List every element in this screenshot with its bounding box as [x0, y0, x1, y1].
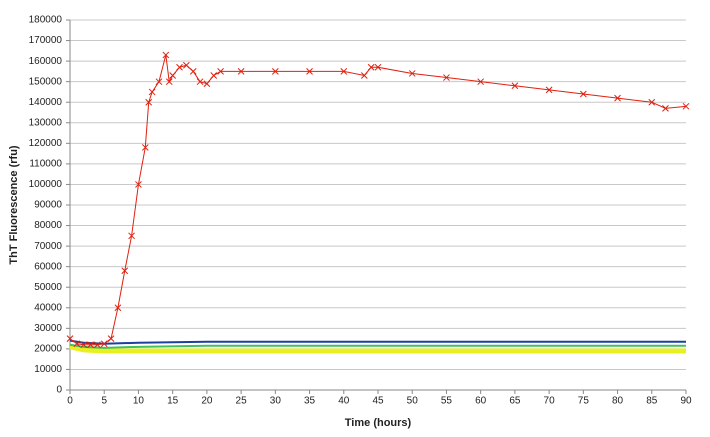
marker: [217, 68, 224, 75]
x-tick-label: 55: [441, 396, 453, 407]
marker: [80, 341, 88, 349]
x-tick-label: 20: [201, 396, 213, 407]
x-tick-label: 90: [680, 396, 692, 407]
x-tick-label: 40: [338, 396, 350, 407]
y-tick-label: 60000: [34, 261, 62, 272]
marker: [511, 82, 519, 90]
y-tick-label: 100000: [29, 179, 63, 190]
marker: [162, 51, 170, 59]
marker: [94, 341, 101, 349]
y-axis-title: ThT Fluorescence (rfu): [8, 145, 20, 265]
x-axis-title: Time (hours): [345, 417, 412, 429]
marker: [148, 88, 156, 96]
marker: [203, 80, 211, 88]
marker: [360, 72, 368, 79]
x-tick-label: 75: [578, 396, 590, 407]
y-tick-label: 150000: [29, 76, 63, 87]
marker: [648, 98, 656, 106]
marker: [210, 72, 218, 79]
marker: [183, 61, 190, 69]
y-tick-label: 140000: [29, 97, 63, 108]
series-line: [69, 344, 686, 354]
marker: [100, 340, 108, 348]
series-line: [69, 343, 686, 349]
x-tick-label: 45: [372, 396, 384, 407]
y-tick-label: 50000: [34, 282, 62, 293]
x-tick-label: 80: [612, 396, 624, 407]
y-tick-label: 0: [56, 385, 62, 396]
y-tick-label: 180000: [29, 15, 63, 26]
marker: [682, 102, 690, 110]
y-tick-label: 30000: [34, 323, 62, 334]
marker: [145, 98, 153, 106]
marker: [374, 63, 382, 71]
y-tick-label: 170000: [29, 35, 63, 46]
y-tick-label: 160000: [29, 56, 63, 67]
marker: [66, 335, 74, 342]
marker: [237, 68, 245, 75]
y-tick-label: 110000: [29, 159, 62, 170]
marker: [614, 94, 621, 102]
x-tick-label: 85: [646, 396, 658, 407]
x-tick-label: 50: [407, 396, 419, 407]
marker: [128, 232, 135, 240]
x-tick-label: 65: [509, 396, 521, 407]
x-tick-label: 30: [270, 396, 282, 407]
series-line: [69, 54, 687, 346]
marker: [271, 68, 279, 75]
marker: [121, 267, 129, 275]
marker: [443, 74, 450, 81]
marker: [176, 63, 183, 71]
marker: [169, 72, 177, 79]
y-tick-label: 80000: [34, 220, 62, 231]
y-tick-label: 90000: [34, 200, 62, 211]
y-tick-label: 70000: [34, 241, 62, 252]
x-tick-label: 35: [304, 396, 316, 407]
y-tick-label: 130000: [29, 117, 63, 128]
marker: [141, 144, 149, 151]
marker: [545, 86, 553, 94]
series-line: [69, 339, 686, 345]
x-tick-label: 5: [101, 396, 107, 407]
y-tick-label: 120000: [29, 138, 63, 149]
x-tick-label: 60: [475, 396, 487, 407]
marker: [662, 105, 669, 112]
marker: [87, 341, 94, 349]
marker: [367, 63, 375, 71]
x-tick-label: 0: [67, 396, 73, 407]
y-tick-label: 40000: [34, 302, 62, 313]
marker: [114, 304, 122, 312]
marker: [73, 340, 81, 348]
marker: [189, 68, 197, 75]
marker: [477, 78, 485, 86]
marker: [340, 68, 348, 75]
marker: [107, 335, 115, 342]
x-tick-label: 70: [544, 396, 556, 407]
y-tick-label: 10000: [34, 364, 62, 375]
marker: [196, 78, 204, 86]
marker: [306, 68, 313, 75]
marker: [165, 78, 173, 86]
marker: [579, 90, 587, 98]
x-tick-label: 10: [133, 396, 145, 407]
marker: [408, 70, 416, 77]
marker: [155, 78, 163, 86]
y-tick-label: 20000: [34, 344, 62, 355]
x-tick-label: 25: [236, 396, 248, 407]
marker: [135, 181, 142, 188]
x-tick-label: 15: [167, 396, 179, 407]
